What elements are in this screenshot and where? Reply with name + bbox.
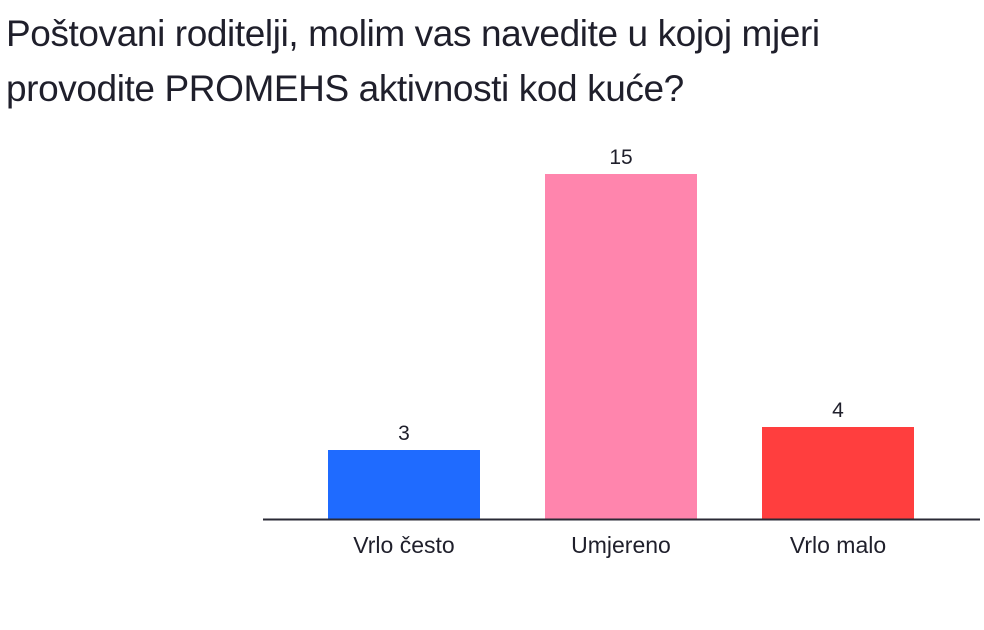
- value-label-2: 15: [609, 146, 632, 169]
- category-label-1: Vrlo često: [353, 532, 454, 558]
- page-title: Poštovani roditelji, molim vas navedite …: [6, 13, 820, 109]
- category-labels-group: Vrlo često Umjereno Vrlo malo: [353, 532, 886, 558]
- bar-2: [545, 174, 697, 519]
- value-label-3: 4: [832, 399, 844, 422]
- value-label-1: 3: [398, 422, 410, 445]
- bar-3: [762, 427, 914, 519]
- bar-1: [328, 450, 480, 519]
- category-label-2: Umjereno: [571, 532, 671, 558]
- value-labels-group: 3 15 4: [398, 146, 844, 445]
- bars-group: [328, 174, 914, 519]
- category-label-3: Vrlo malo: [790, 532, 886, 558]
